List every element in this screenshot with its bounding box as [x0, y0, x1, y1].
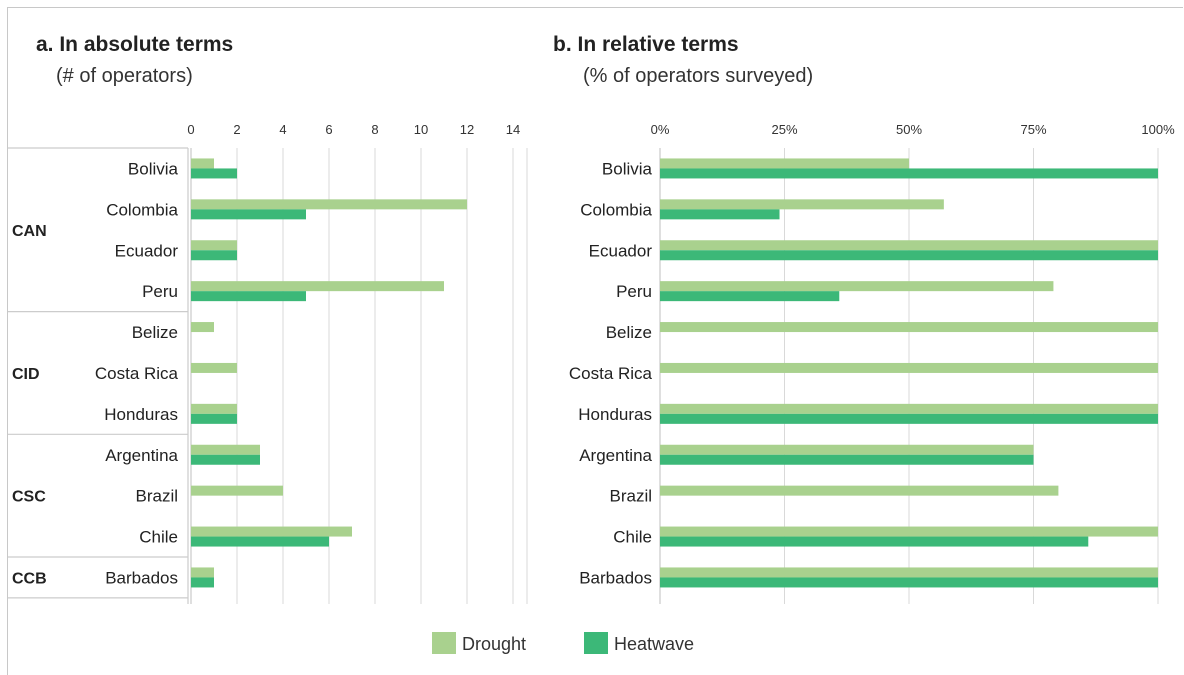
rel-bar-drought-chile — [660, 526, 1158, 537]
rel-bar-drought-barbados — [660, 567, 1158, 578]
abs-category-label: Bolivia — [128, 159, 179, 178]
rel-category-label: Brazil — [609, 487, 652, 506]
legend-drought-label: Drought — [462, 634, 526, 654]
rel-tick-label: 0% — [651, 122, 670, 137]
abs-tick-label: 12 — [460, 122, 474, 137]
rel-category-label: Belize — [606, 323, 652, 342]
abs-bar-heatwave-ecuador — [191, 250, 237, 261]
panel-b-subtitle: (% of operators surveyed) — [583, 65, 813, 87]
panel-a-title: a. In absolute terms — [36, 33, 233, 56]
group-label-can: CAN — [12, 223, 47, 240]
rel-bar-drought-brazil — [660, 485, 1059, 496]
abs-bar-drought-barbados — [191, 567, 214, 578]
group-label-csc: CSC — [12, 489, 46, 506]
rel-category-label: Colombia — [580, 200, 652, 219]
abs-tick-label: 8 — [371, 122, 378, 137]
abs-bar-heatwave-colombia — [191, 209, 306, 220]
abs-tick-label: 6 — [325, 122, 332, 137]
abs-bar-drought-peru — [191, 281, 444, 292]
abs-category-label: Argentina — [105, 446, 178, 465]
rel-bar-drought-honduras — [660, 403, 1158, 414]
abs-bar-heatwave-chile — [191, 536, 329, 547]
rel-category-label: Ecuador — [589, 241, 653, 260]
abs-tick-label: 14 — [506, 122, 520, 137]
rel-bar-drought-colombia — [660, 199, 944, 210]
abs-bar-drought-costa-rica — [191, 362, 237, 373]
abs-tick-label: 0 — [187, 122, 194, 137]
abs-bar-drought-brazil — [191, 485, 283, 496]
group-layer — [8, 147, 189, 604]
panel-a-subtitle: (# of operators) — [56, 65, 193, 87]
abs-category-label: Honduras — [104, 405, 178, 424]
rel-category-label: Chile — [613, 528, 652, 547]
rel-category-label: Honduras — [578, 405, 652, 424]
rel-category-label: Argentina — [579, 446, 652, 465]
abs-category-label: Chile — [139, 528, 178, 547]
abs-category-label: Peru — [142, 282, 178, 301]
panel-b-title: b. In relative terms — [553, 33, 739, 56]
bar-layer — [191, 158, 1158, 588]
abs-bar-drought-bolivia — [191, 158, 214, 169]
rel-bar-drought-peru — [660, 281, 1054, 292]
rel-bar-drought-bolivia — [660, 158, 909, 169]
abs-bar-heatwave-barbados — [191, 577, 214, 588]
abs-bar-drought-ecuador — [191, 240, 237, 251]
abs-bar-drought-colombia — [191, 199, 467, 210]
abs-tick-label: 4 — [279, 122, 286, 137]
abs-category-label: Belize — [132, 323, 178, 342]
legend-heatwave-swatch — [584, 632, 608, 654]
abs-category-label: Ecuador — [115, 241, 179, 260]
abs-bar-heatwave-bolivia — [191, 168, 237, 179]
abs-bar-heatwave-honduras — [191, 413, 237, 424]
legend-drought-swatch — [432, 632, 456, 654]
rel-bar-drought-ecuador — [660, 240, 1158, 251]
rel-tick-label: 100% — [1141, 122, 1175, 137]
rel-bar-heatwave-bolivia — [660, 168, 1158, 179]
abs-tick-label: 10 — [414, 122, 428, 137]
rel-bar-heatwave-colombia — [660, 209, 780, 220]
figure-frame — [7, 7, 1183, 675]
abs-bar-heatwave-argentina — [191, 454, 260, 465]
rel-bar-heatwave-chile — [660, 536, 1089, 547]
abs-category-label: Costa Rica — [95, 364, 179, 383]
abs-bar-drought-argentina — [191, 444, 260, 455]
rel-tick-label: 50% — [896, 122, 922, 137]
rel-bar-heatwave-barbados — [660, 577, 1158, 588]
rel-bar-drought-argentina — [660, 444, 1034, 455]
rel-category-label: Bolivia — [602, 159, 653, 178]
rel-tick-label: 75% — [1020, 122, 1046, 137]
abs-bar-drought-honduras — [191, 403, 237, 414]
abs-category-label: Barbados — [105, 568, 178, 587]
rel-bar-drought-costa-rica — [660, 362, 1158, 373]
abs-tick-label: 2 — [233, 122, 240, 137]
abs-bar-drought-chile — [191, 526, 352, 537]
rel-bar-heatwave-peru — [660, 291, 840, 302]
rel-category-label: Peru — [616, 282, 652, 301]
rel-bar-heatwave-argentina — [660, 454, 1034, 465]
label-layer: 0 2 4 6 8 10 12 14 Bolivia Colombia Ecuador Peru Bel… — [12, 122, 1175, 587]
rel-category-label: Costa Rica — [569, 364, 653, 383]
rel-tick-label: 25% — [771, 122, 797, 137]
rel-bar-heatwave-honduras — [660, 413, 1158, 424]
rel-bar-drought-belize — [660, 322, 1158, 333]
rel-bar-heatwave-ecuador — [660, 250, 1158, 261]
abs-category-label: Colombia — [106, 200, 178, 219]
abs-bar-heatwave-peru — [191, 291, 306, 302]
legend-heatwave-label: Heatwave — [614, 634, 694, 654]
group-label-ccb: CCB — [12, 570, 47, 587]
group-label-cid: CID — [12, 366, 40, 383]
abs-category-label: Brazil — [135, 487, 178, 506]
abs-bar-drought-belize — [191, 322, 214, 333]
rel-category-label: Barbados — [579, 568, 652, 587]
